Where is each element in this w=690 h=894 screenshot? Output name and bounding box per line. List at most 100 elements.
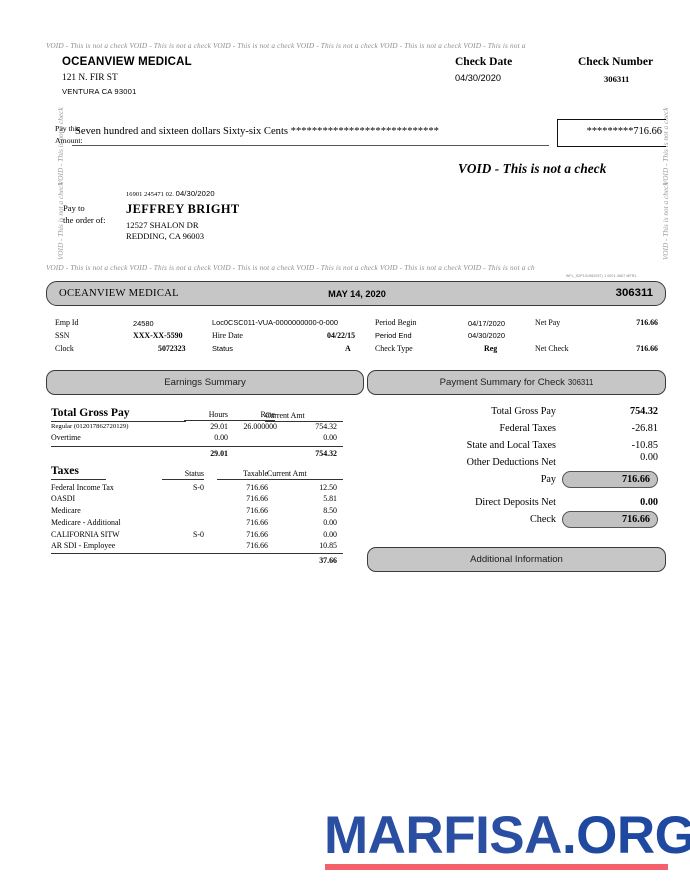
check-number-value: 306311 xyxy=(604,74,630,84)
taxes-title-rule xyxy=(51,479,106,480)
detail-label-period-end: Period End xyxy=(375,331,412,340)
earnings-row-overtime-hours: 0.00 xyxy=(214,433,228,442)
payment-label-other-deductions-net: Other Deductions Net xyxy=(466,457,556,468)
payment-label-direct-deposits-net: Direct Deposits Net xyxy=(475,497,556,508)
payment-chip-check xyxy=(562,511,658,528)
payment-summary-label: Payment Summary for Check 306311 xyxy=(368,371,665,394)
payment-label-pay: Pay xyxy=(540,474,556,485)
taxes-col-status: Status xyxy=(162,469,204,480)
company-address-line1: 121 N. FIR ST xyxy=(62,73,118,83)
earnings-col-hours: Hours xyxy=(184,410,228,421)
earnings-col-current-amt: Current Amt xyxy=(265,411,343,422)
detail-label-period-begin: Period Begin xyxy=(375,318,417,327)
taxes-row-3-taxable: 716.66 xyxy=(246,518,268,527)
stub-company-name: OCEANVIEW MEDICAL xyxy=(59,288,179,299)
earnings-title-rule xyxy=(51,421,186,422)
payment-chip-pay xyxy=(562,471,658,488)
earnings-summary-label: Earnings Summary xyxy=(164,377,246,388)
detail-value-period-end: 04/30/2020 xyxy=(468,331,505,340)
taxes-row-5-name: AR SDI - Employee xyxy=(51,541,116,550)
payment-value-direct-deposits-net: 0.00 xyxy=(640,497,658,508)
payment-value-check: 716.66 xyxy=(621,514,650,525)
earnings-row-regular-hours: 29.01 xyxy=(210,422,228,431)
taxes-row-4-name: CALIFORNIA SITW xyxy=(51,530,120,539)
detail-label-clock: Clock xyxy=(55,344,74,353)
taxes-row-4-amount: 0.00 xyxy=(323,530,337,539)
detail-value-emp-id: 24580 xyxy=(133,319,154,328)
detail-label-emp-id: Emp Id xyxy=(55,318,79,327)
amount-label: Amount: xyxy=(55,136,83,145)
earnings-row-overtime-amount: 0.00 xyxy=(323,433,337,442)
earnings-row-regular-amount: 754.32 xyxy=(315,422,337,431)
payment-label-state-local-taxes: State and Local Taxes xyxy=(466,440,556,451)
taxes-row-1-taxable: 716.66 xyxy=(246,494,268,503)
detail-value-net-pay: 716.66 xyxy=(636,318,658,327)
detail-value-check-type: Reg xyxy=(484,344,498,353)
taxes-row-4-taxable: 716.66 xyxy=(246,530,268,539)
taxes-total-rule xyxy=(51,553,343,554)
logo-main-text: MARFISA xyxy=(324,806,562,865)
microprint-code: WFL_S2P131962057) 1 0001-3667 MFR1 xyxy=(566,274,637,278)
marfisa-logo: MARFISA.ORG xyxy=(324,809,690,862)
earnings-row-overtime-name: Overtime xyxy=(51,433,81,442)
taxes-row-3-amount: 0.00 xyxy=(323,518,337,527)
detail-value-hire-date: 04/22/15 xyxy=(327,331,356,340)
logo-tld-text: .ORG xyxy=(561,806,690,865)
detail-label-location: Loc0CSC011-VUA-0000000000-0-000 xyxy=(212,318,338,327)
payment-summary-header: Payment Summary for Check 306311 xyxy=(367,370,666,395)
check-number-label: Check Number xyxy=(578,56,654,68)
void-watermark-middle: VOID - This is not a check VOID - This i… xyxy=(46,263,535,272)
taxes-row-1-name: OASDI xyxy=(51,494,76,503)
earnings-total-amount: 754.32 xyxy=(315,449,337,458)
payment-value-total-gross-pay: 754.32 xyxy=(629,406,658,417)
amount-underline-rule xyxy=(72,145,549,146)
detail-label-status: Status xyxy=(212,344,233,353)
additional-information-label: Additional Information xyxy=(470,554,563,565)
payment-value-other-deductions-net: 0.00 xyxy=(640,452,658,463)
earnings-table-title: Total Gross Pay xyxy=(51,406,130,419)
company-address-line2: VENTURA CA 93001 xyxy=(62,87,137,96)
pay-to-label-line1: Pay to xyxy=(63,203,85,213)
detail-label-net-pay: Net Pay xyxy=(535,318,561,327)
detail-value-net-check: 716.66 xyxy=(636,344,658,353)
payment-value-state-local-taxes: -10.85 xyxy=(631,440,658,451)
detail-label-hire-date: Hire Date xyxy=(212,331,243,340)
payee-address-line1: 12527 SHALON DR xyxy=(126,220,199,230)
additional-information-header: Additional Information xyxy=(367,547,666,572)
stub-header-bar: OCEANVIEW MEDICAL MAY 14, 2020 306311 xyxy=(46,281,666,306)
company-name: OCEANVIEW MEDICAL xyxy=(62,56,192,68)
earnings-summary-header: Earnings Summary xyxy=(46,370,364,395)
taxes-col-taxable: Taxable xyxy=(217,469,268,480)
taxes-total-amount: 37.66 xyxy=(319,556,337,565)
payee-name: JEFFREY BRIGHT xyxy=(126,202,240,216)
stub-check-number: 306311 xyxy=(615,287,653,299)
payment-label-total-gross-pay: Total Gross Pay xyxy=(491,406,556,417)
payment-label-check: Check xyxy=(529,514,556,525)
stub-date: MAY 14, 2020 xyxy=(328,289,386,299)
payee-code-date: 04/30/2020 xyxy=(175,189,215,198)
amount-in-words: Seven hundred and sixteen dollars Sixty-… xyxy=(75,126,439,137)
detail-value-ssn: XXX-XX-5590 xyxy=(133,331,183,340)
taxes-row-2-name: Medicare xyxy=(51,506,81,515)
taxes-row-5-amount: 10.85 xyxy=(319,541,337,550)
void-watermark-top: VOID - This is not a check VOID - This i… xyxy=(46,41,526,50)
payee-code-text: 16901 245471 02. xyxy=(126,191,174,198)
taxes-row-0-taxable: 716.66 xyxy=(246,483,268,492)
logo-underline-bar xyxy=(325,864,668,870)
payment-value-pay: 716.66 xyxy=(621,474,650,485)
amount-numeric: *********716.66 xyxy=(586,126,662,137)
amount-box xyxy=(557,119,666,147)
detail-value-period-begin: 04/17/2020 xyxy=(468,319,505,328)
taxes-row-3-name: Medicare - Additional xyxy=(51,518,121,527)
taxes-row-2-amount: 8.50 xyxy=(323,506,337,515)
detail-label-net-check: Net Check xyxy=(535,344,569,353)
taxes-row-0-name: Federal Income Tax xyxy=(51,483,114,492)
detail-value-clock: 5072323 xyxy=(158,344,186,353)
payment-label-federal-taxes: Federal Taxes xyxy=(499,423,556,434)
payment-summary-check-number: 306311 xyxy=(567,378,594,387)
taxes-row-5-taxable: 716.66 xyxy=(246,541,268,550)
earnings-row-regular-rate: 26.000000 xyxy=(243,422,277,431)
detail-value-status: A xyxy=(345,344,351,353)
payee-routing-code: 16901 245471 02. 04/30/2020 xyxy=(126,189,215,198)
